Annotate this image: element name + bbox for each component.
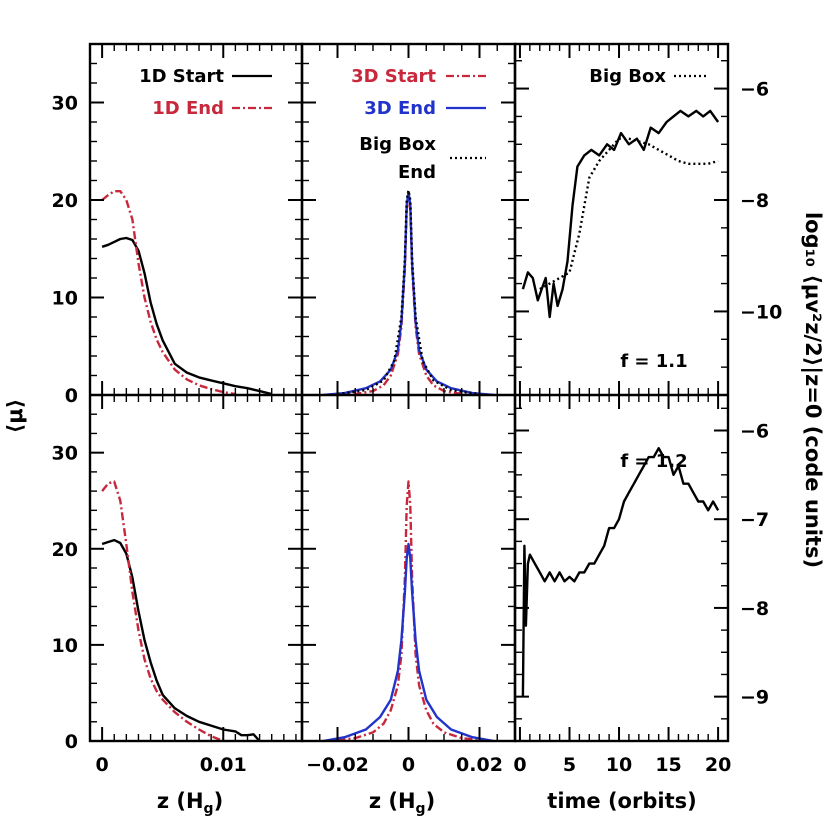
tick-label: −10 bbox=[740, 301, 782, 323]
series-top-middle-big-box-end bbox=[337, 189, 480, 395]
panel-top-left bbox=[101, 190, 272, 395]
tick-label: 10 bbox=[606, 754, 632, 776]
tick-label: 15 bbox=[655, 754, 681, 776]
tick-label: 20 bbox=[705, 754, 731, 776]
tick-label: 0 bbox=[402, 754, 415, 776]
series-bottom-left-1d-end bbox=[101, 480, 224, 741]
legend-3d-end-label: 3D End bbox=[364, 98, 436, 119]
x-axis-label-left: z (Hg) bbox=[157, 789, 223, 817]
tick-label: 0.01 bbox=[200, 754, 247, 776]
tick-label: 5 bbox=[563, 754, 576, 776]
frame-right bbox=[513, 42, 730, 743]
panel-top-middle bbox=[323, 189, 494, 395]
series-bottom-middle-3d-end bbox=[323, 542, 494, 741]
panel-top-right bbox=[521, 109, 720, 319]
y-axis-label-left: ⟨μ⟩ bbox=[3, 399, 27, 434]
panels: 0 10 20 30 0 10 20 30 −10 −8 −6 −9 −8 −7 −6 0 0.01 −0.02 0… bbox=[52, 42, 782, 776]
x-axis-label-middle: z (Hg) bbox=[369, 789, 435, 817]
tick-label: −0.02 bbox=[306, 754, 369, 776]
tick-label: −6 bbox=[740, 420, 769, 442]
tick-label: −8 bbox=[740, 190, 769, 212]
tick-label: 0 bbox=[95, 754, 108, 776]
legends: 1D Start 1D End 3D Start 3D End Big Box … bbox=[139, 66, 708, 183]
series-top-left-1d-end bbox=[101, 190, 236, 395]
tick-label: 20 bbox=[52, 539, 78, 561]
series-bottom-left-1d-start bbox=[101, 538, 261, 741]
f-label-bottom: f = 1.2 bbox=[620, 451, 687, 472]
series-top-left-1d-start bbox=[101, 236, 272, 395]
panel-bottom-middle bbox=[323, 480, 494, 741]
labels: ⟨μ⟩ log₁₀ ⟨μv²z/2⟩|z=0 (code units) z (H… bbox=[3, 212, 825, 817]
x-label-left-main: z (H bbox=[157, 789, 204, 813]
legend-bigbox-end-label-1: Big Box bbox=[359, 134, 436, 155]
legend-1d-end-label: 1D End bbox=[152, 98, 224, 119]
series-bottom-middle-3d-start bbox=[337, 480, 480, 741]
tick-label: 20 bbox=[52, 190, 78, 212]
tick-label: 0 bbox=[65, 385, 78, 407]
x-label-middle-sub: g bbox=[416, 801, 426, 817]
tick-label: 0 bbox=[65, 731, 78, 753]
tick-label: 10 bbox=[52, 635, 78, 657]
tick-label: 30 bbox=[52, 443, 78, 465]
series-top-middle-3d-start bbox=[337, 191, 480, 395]
tick-label: 0 bbox=[513, 754, 526, 776]
legend-bigbox-end-label-2: End bbox=[398, 162, 436, 183]
tick-label: −7 bbox=[740, 509, 769, 531]
f-label-top: f = 1.1 bbox=[620, 351, 687, 372]
x-label-left-close: ) bbox=[214, 789, 224, 813]
tick-label: −8 bbox=[740, 598, 769, 620]
tick-label: −6 bbox=[740, 79, 769, 101]
series-top-right-big-box bbox=[539, 137, 719, 291]
x-axis-label-right: time (orbits) bbox=[547, 789, 696, 813]
tick-label: 30 bbox=[52, 93, 78, 115]
x-label-middle-main: z (H bbox=[369, 789, 416, 813]
tick-label: −9 bbox=[740, 687, 769, 709]
series-bottom-right-f-1-2 bbox=[521, 447, 720, 697]
tick-label: 0.02 bbox=[456, 754, 503, 776]
ticks: 0 10 20 30 0 10 20 30 −10 −8 −6 −9 −8 −7 −6 0 0.01 −0.02 0… bbox=[52, 44, 782, 776]
legend-3d-start-label: 3D Start bbox=[351, 66, 436, 87]
legend-bigbox-label: Big Box bbox=[589, 66, 666, 87]
series-top-right-f-1-1 bbox=[521, 109, 720, 319]
x-label-middle-close: ) bbox=[426, 789, 436, 813]
series-top-middle-3d-end bbox=[323, 191, 494, 395]
tick-label: 10 bbox=[52, 288, 78, 310]
y-axis-label-right: log₁₀ ⟨μv²z/2⟩|z=0 (code units) bbox=[800, 212, 825, 568]
panel-bottom-right bbox=[521, 447, 720, 697]
legend-1d-start-label: 1D Start bbox=[139, 66, 224, 87]
panel-bottom-left bbox=[101, 480, 261, 741]
x-label-left-sub: g bbox=[204, 801, 214, 817]
